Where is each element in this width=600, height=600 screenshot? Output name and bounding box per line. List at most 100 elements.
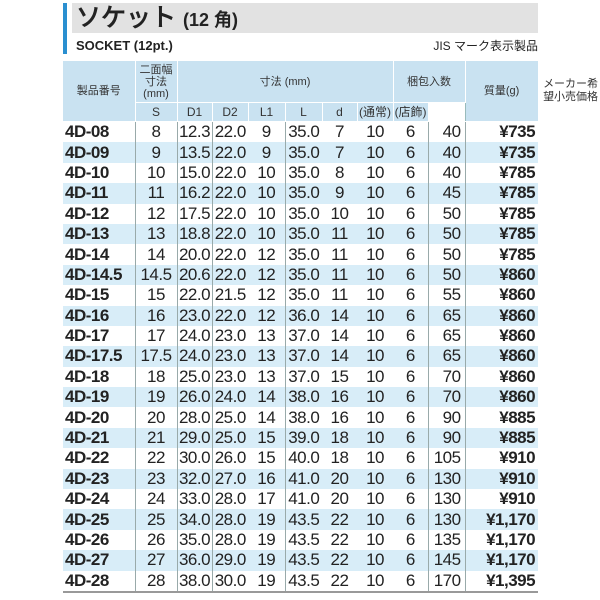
dim-d: 16 [330, 407, 349, 427]
dim-d2: 23.0 [211, 366, 248, 388]
dim-l: 43.5 [284, 570, 322, 594]
pack-store: 6 [405, 285, 415, 305]
table-row: 4D-23 23 32.0 27.0 16 41.0 20 10 6 130 ¥910 [63, 468, 539, 490]
dim-d: 7 [322, 142, 357, 163]
dim-l: 37.0 [284, 366, 322, 388]
pack-store: 6 [405, 326, 415, 346]
pack-store: 6 [405, 530, 415, 549]
product-number: 4D-12 [65, 203, 109, 223]
header-dims: 寸法 (mm) [176, 60, 394, 103]
dim-l1: 19 [248, 509, 285, 530]
dim-d2: 25.0 [211, 407, 248, 428]
dim-l: 43.5 [284, 509, 322, 530]
table-row: 4D-21 21 29.0 25.0 15 39.0 18 10 6 90 ¥885 [63, 427, 539, 449]
pack-normal: 10 [357, 570, 394, 594]
dim-d1: 25.0 [176, 366, 212, 388]
mass: 50 [427, 244, 466, 265]
header-d1: D1 [176, 102, 213, 122]
dim-d2: 22.0 [211, 244, 248, 265]
pack-store: 6 [393, 468, 429, 490]
price: ¥860 [464, 387, 539, 408]
dim-d2: 23.0 [211, 325, 248, 347]
mass: 55 [427, 285, 466, 306]
dim-d1: 38.0 [176, 570, 212, 594]
dim-l: 35.0 [284, 285, 322, 306]
product-number: 4D-17 [65, 326, 109, 346]
product-number: 4D-19 [63, 387, 135, 408]
size-s: 18 [134, 366, 177, 388]
header-price: メーカー希望小売価格 [543, 78, 599, 103]
dim-d: 7 [335, 122, 344, 142]
price: ¥860 [464, 285, 539, 306]
product-number: 4D-16 [63, 305, 135, 326]
dim-l: 35.0 [284, 183, 322, 204]
size-s: 21 [134, 427, 177, 449]
product-number: 4D-23 [63, 468, 135, 490]
product-number: 4D-17.5 [63, 346, 135, 367]
subtitle: SOCKET (12pt.) [76, 38, 173, 53]
dim-d: 14 [322, 305, 357, 326]
dim-d2: 22.0 [211, 142, 248, 163]
table-row: 4D-11 11 16.2 22.0 10 35.0 9 10 6 45 ¥785 [63, 183, 539, 204]
pack-store: 6 [393, 570, 429, 594]
dim-d: 11 [322, 264, 357, 286]
spec-table: 製品番号 二面幅寸法(mm) 寸法 (mm) 梱包入数 質量(g) メーカー希望… [63, 60, 598, 594]
dim-l1: 12 [257, 285, 276, 305]
dim-l1: 9 [248, 142, 285, 163]
dim-d2: 22.0 [211, 203, 248, 224]
dim-d1: 18.8 [176, 223, 212, 245]
table-row: 4D-17.5 17.5 24.0 23.0 13 37.0 14 10 6 65 ¥860 [63, 346, 539, 367]
table-row: 4D-08 8 12.3 22.0 9 35.0 7 10 6 40 ¥735 [63, 121, 539, 143]
size-s: 28 [134, 570, 177, 594]
pack-store: 6 [405, 489, 415, 509]
price: ¥785 [464, 244, 539, 265]
mass: 65 [427, 346, 466, 367]
price: ¥785 [464, 183, 539, 204]
dim-d2: 24.0 [211, 387, 248, 408]
table-row: 4D-27 27 36.0 29.0 19 43.5 22 10 6 145 ¥1,170 [63, 550, 539, 571]
dim-l: 35.0 [284, 142, 322, 163]
table-row: 4D-18 18 25.0 23.0 13 37.0 15 10 6 70 ¥860 [63, 366, 539, 388]
product-number: 4D-15 [65, 285, 109, 305]
dim-l1: 12 [248, 264, 285, 286]
dim-l1: 19 [248, 550, 285, 571]
dim-d1: 28.0 [176, 407, 212, 428]
pack-normal: 10 [357, 387, 394, 408]
dim-d: 14 [330, 326, 349, 346]
price: ¥910 [464, 489, 539, 510]
dim-d: 10 [330, 203, 349, 223]
dim-l: 41.0 [284, 468, 322, 490]
size-s: 22 [134, 448, 177, 469]
pack-normal: 10 [357, 183, 394, 204]
price: ¥1,395 [464, 570, 539, 594]
pack-store: 6 [405, 366, 415, 386]
product-number: 4D-20 [65, 407, 109, 427]
price: ¥885 [464, 427, 539, 449]
dim-d2: 21.5 [211, 285, 248, 306]
mass: 90 [427, 407, 466, 428]
price: ¥860 [464, 264, 539, 286]
mass: 50 [427, 223, 466, 245]
pack-normal: 10 [357, 427, 394, 449]
pack-normal: 10 [366, 122, 384, 142]
dim-d1: 12.3 [176, 121, 212, 143]
price: ¥885 [464, 407, 539, 428]
dim-l: 35.0 [284, 203, 322, 224]
dim-l: 35.0 [284, 244, 322, 265]
product-number: 4D-25 [63, 509, 135, 530]
dim-l1: 12 [248, 305, 285, 326]
price: ¥785 [464, 162, 539, 184]
dim-l1: 13 [248, 346, 285, 367]
dim-l: 41.0 [284, 489, 322, 510]
product-number: 4D-13 [63, 223, 135, 245]
dim-d: 15 [330, 366, 349, 386]
pack-normal: 10 [366, 203, 384, 223]
size-s: 9 [134, 142, 177, 163]
dim-d1: 24.0 [176, 346, 212, 367]
product-number: 4D-09 [63, 142, 135, 163]
dim-d2: 22.0 [211, 121, 248, 143]
product-number: 4D-14.5 [63, 264, 135, 286]
dim-d2: 28.0 [211, 489, 248, 510]
dim-d1: 17.5 [176, 203, 212, 224]
dim-d2: 27.0 [211, 468, 248, 490]
